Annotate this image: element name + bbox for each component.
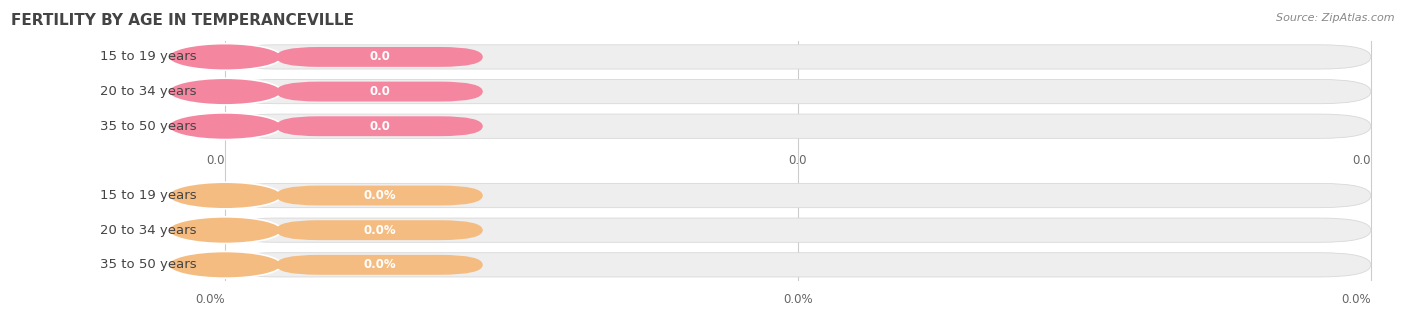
- FancyBboxPatch shape: [276, 185, 482, 206]
- FancyBboxPatch shape: [276, 82, 482, 102]
- Text: 0.0: 0.0: [207, 154, 225, 167]
- FancyBboxPatch shape: [225, 114, 1371, 138]
- Text: 0.0: 0.0: [368, 85, 389, 98]
- Text: 0.0: 0.0: [368, 50, 389, 63]
- FancyBboxPatch shape: [276, 255, 482, 275]
- Text: 0.0: 0.0: [368, 120, 389, 133]
- FancyBboxPatch shape: [225, 45, 1371, 69]
- Text: 20 to 34 years: 20 to 34 years: [100, 85, 197, 98]
- Circle shape: [169, 44, 281, 70]
- Circle shape: [169, 182, 281, 209]
- Text: 15 to 19 years: 15 to 19 years: [100, 50, 197, 63]
- FancyBboxPatch shape: [276, 220, 482, 240]
- Text: 0.0%: 0.0%: [1341, 293, 1371, 306]
- Text: 0.0%: 0.0%: [363, 258, 395, 271]
- Text: 0.0%: 0.0%: [363, 189, 395, 202]
- Circle shape: [169, 78, 281, 105]
- Circle shape: [169, 217, 281, 244]
- FancyBboxPatch shape: [225, 253, 1371, 277]
- Circle shape: [169, 113, 281, 140]
- Text: 0.0: 0.0: [1353, 154, 1371, 167]
- FancyBboxPatch shape: [225, 80, 1371, 104]
- FancyBboxPatch shape: [276, 47, 482, 67]
- Text: Source: ZipAtlas.com: Source: ZipAtlas.com: [1277, 13, 1395, 23]
- Text: 15 to 19 years: 15 to 19 years: [100, 189, 197, 202]
- Circle shape: [169, 251, 281, 278]
- Text: 35 to 50 years: 35 to 50 years: [100, 120, 197, 133]
- FancyBboxPatch shape: [225, 183, 1371, 208]
- Text: 0.0%: 0.0%: [363, 224, 395, 237]
- FancyBboxPatch shape: [225, 218, 1371, 242]
- Text: 20 to 34 years: 20 to 34 years: [100, 224, 197, 237]
- Text: FERTILITY BY AGE IN TEMPERANCEVILLE: FERTILITY BY AGE IN TEMPERANCEVILLE: [11, 13, 354, 28]
- Text: 35 to 50 years: 35 to 50 years: [100, 258, 197, 271]
- FancyBboxPatch shape: [276, 116, 482, 136]
- Text: 0.0: 0.0: [789, 154, 807, 167]
- Text: 0.0%: 0.0%: [195, 293, 225, 306]
- Text: 0.0%: 0.0%: [783, 293, 813, 306]
